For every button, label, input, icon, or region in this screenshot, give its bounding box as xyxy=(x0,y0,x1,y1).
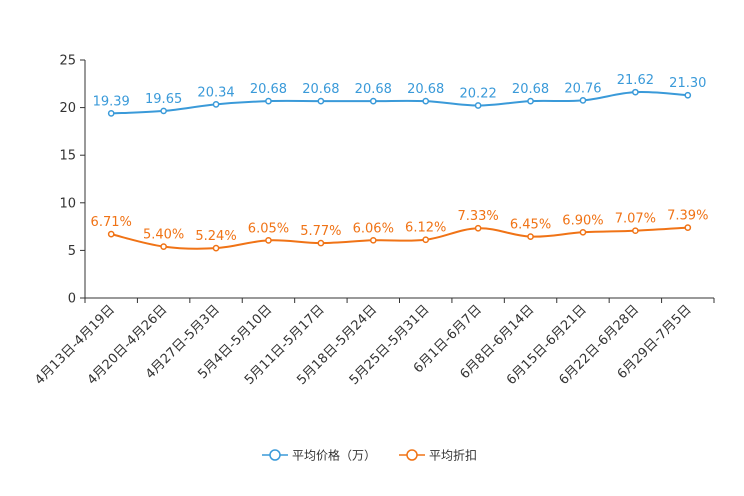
data-point[interactable] xyxy=(369,97,377,105)
data-point[interactable] xyxy=(579,228,587,236)
data-label: 5.40% xyxy=(143,228,184,243)
data-point[interactable] xyxy=(265,97,272,105)
y-tick-label: 15 xyxy=(59,149,76,164)
series-line xyxy=(110,226,688,250)
data-point[interactable] xyxy=(160,243,167,250)
data-label: 20.34 xyxy=(197,85,234,100)
data-label: 19.39 xyxy=(93,94,130,109)
data-label: 20.22 xyxy=(460,87,497,102)
data-point[interactable] xyxy=(422,236,430,244)
data-point[interactable] xyxy=(579,97,587,104)
data-point[interactable] xyxy=(160,107,167,115)
legend-label: 平均折扣 xyxy=(429,448,477,463)
data-label: 20.76 xyxy=(564,81,601,96)
legend-label: 平均价格（万） xyxy=(292,448,376,463)
data-label: 21.62 xyxy=(617,73,654,88)
series-1: 19.39 19.65 20.34 20.68 20.68 20.68 20.68 20.22… xyxy=(93,73,706,117)
data-point[interactable] xyxy=(317,97,325,105)
data-label: 19.65 xyxy=(145,92,182,107)
data-point[interactable] xyxy=(527,233,534,240)
data-label: 6.06% xyxy=(353,221,394,236)
data-point[interactable] xyxy=(107,110,115,117)
data-point[interactable] xyxy=(527,97,534,105)
data-label: 20.68 xyxy=(250,82,287,97)
data-label: 6.90% xyxy=(562,213,603,228)
data-label: 5.77% xyxy=(300,224,341,239)
data-label: 7.33% xyxy=(457,209,498,224)
legend-item-1[interactable]: 平均价格（万） xyxy=(262,448,376,463)
data-point[interactable] xyxy=(632,88,639,96)
data-point[interactable] xyxy=(212,101,220,108)
data-point[interactable] xyxy=(107,230,115,238)
data-point[interactable] xyxy=(369,236,377,244)
data-point[interactable] xyxy=(422,97,430,105)
data-label: 21.30 xyxy=(669,76,706,91)
data-label: 20.68 xyxy=(407,82,444,97)
data-label: 6.05% xyxy=(248,221,289,236)
data-label: 6.45% xyxy=(510,218,551,233)
series-line xyxy=(111,91,688,115)
series-2: 6.71% 5.40% 5.24% 6.05% 5.77% 6.06% 6.12% 7.33%… xyxy=(91,209,708,252)
data-point[interactable] xyxy=(474,224,482,232)
data-label: 6.12% xyxy=(405,221,446,236)
data-point[interactable] xyxy=(265,237,272,244)
data-point[interactable] xyxy=(474,102,482,109)
data-label: 20.68 xyxy=(355,82,392,97)
legend-marker-icon xyxy=(406,449,418,461)
y-tick-label: 10 xyxy=(59,196,76,211)
data-label: 7.39% xyxy=(667,209,708,224)
data-label: 20.68 xyxy=(302,82,339,97)
data-label: 6.71% xyxy=(91,215,132,230)
legend: 平均价格（万） 平均折扣 xyxy=(262,448,477,463)
data-point[interactable] xyxy=(684,224,692,231)
series-layer: 19.39 19.65 20.34 20.68 20.68 20.68 20.68 20.22… xyxy=(91,73,708,252)
legend-item-2[interactable]: 平均折扣 xyxy=(399,448,477,463)
y-tick-label: 25 xyxy=(59,54,76,69)
legend-marker-icon xyxy=(269,449,281,461)
y-tick-label: 0 xyxy=(68,292,76,307)
data-point[interactable] xyxy=(684,91,692,99)
data-label: 7.07% xyxy=(615,212,656,227)
y-tick-label: 20 xyxy=(59,101,76,116)
data-label: 5.24% xyxy=(195,229,236,244)
y-tick-label: 5 xyxy=(68,244,76,259)
data-label: 20.68 xyxy=(512,82,549,97)
data-point[interactable] xyxy=(632,227,639,235)
data-point[interactable] xyxy=(212,244,220,252)
data-point[interactable] xyxy=(317,239,325,247)
